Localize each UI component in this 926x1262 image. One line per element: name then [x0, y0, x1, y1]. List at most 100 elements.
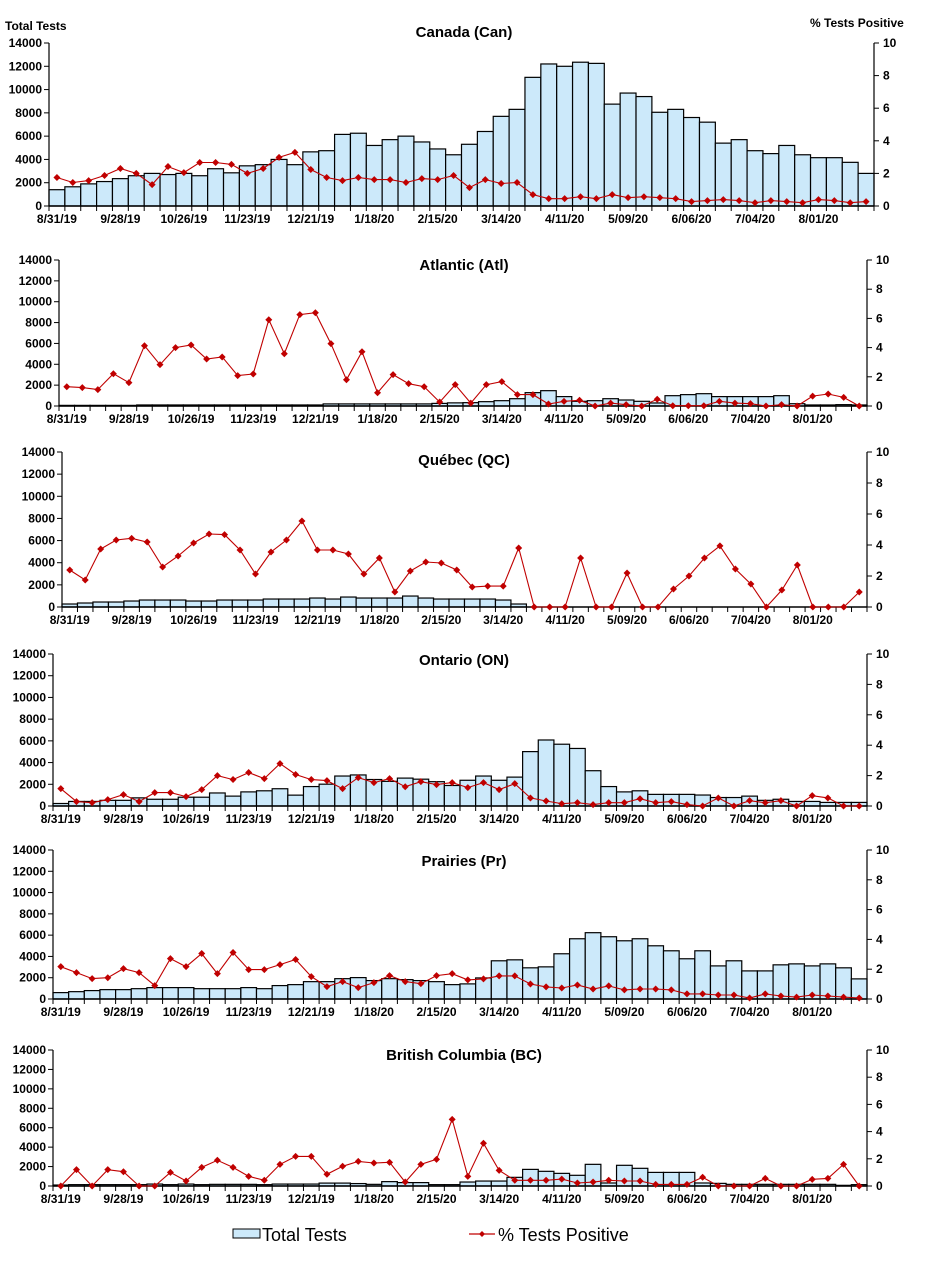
pct-positive-point: [808, 1175, 816, 1183]
y-left-tick-label: 8000: [19, 907, 46, 921]
y-left-tick-label: 10000: [13, 690, 47, 704]
legend-bar-label: Total Tests: [262, 1225, 347, 1245]
y-left-tick-label: 8000: [25, 316, 52, 330]
pct-positive-point: [229, 776, 237, 784]
pct-positive-point: [307, 1152, 315, 1160]
y-left-tick-label: 6000: [15, 129, 42, 143]
bar: [159, 173, 177, 207]
pct-positive-point: [156, 361, 164, 369]
x-tick-label: 2/15/20: [416, 1192, 456, 1206]
x-tick-label: 9/28/19: [103, 1005, 143, 1019]
bar: [568, 938, 586, 1000]
panel-5: British Columbia (BC) 0 2000 4000 6000 8000 10…: [13, 1043, 890, 1206]
bar: [600, 936, 618, 1000]
bar: [794, 154, 812, 207]
bar: [161, 987, 179, 1000]
bar: [302, 785, 320, 807]
pct-positive-point: [323, 983, 331, 991]
pct-positive-point: [824, 794, 832, 802]
x-tick-label: 11/23/19: [232, 613, 278, 627]
x-tick-label: 5/09/20: [604, 812, 644, 826]
right-axis-label: % Tests Positive: [810, 16, 904, 30]
pct-positive-point: [218, 353, 226, 361]
pct-positive-point: [342, 376, 350, 384]
pct-positive-point: [495, 786, 503, 794]
x-tick-label: 10/26/19: [160, 212, 207, 226]
pct-positive-point: [420, 383, 428, 391]
pct-positive-point: [221, 531, 229, 539]
pct-positive-point: [112, 536, 120, 544]
bar: [287, 794, 305, 807]
pct-positive-point: [448, 1115, 456, 1123]
y-right-tick-label: 2: [876, 569, 883, 583]
x-tick-label: 4/11/20: [542, 1192, 582, 1206]
pct-positive-point: [57, 1182, 65, 1190]
pct-positive-point: [252, 570, 260, 578]
bar: [83, 989, 101, 1000]
x-tick-label: 10/26/19: [168, 412, 215, 426]
x-tick-label: 11/23/19: [224, 212, 270, 226]
y-left-tick-label: 4000: [25, 357, 52, 371]
pct-positive-point: [151, 1182, 159, 1190]
pct-positive-point: [101, 172, 109, 180]
pct-positive-point: [479, 1139, 487, 1147]
pct-positive-point: [529, 391, 537, 399]
pct-positive-point: [793, 802, 801, 810]
pct-positive-point: [761, 1174, 769, 1182]
pct-positive-point: [652, 799, 660, 807]
y-left-tick-label: 4000: [28, 556, 55, 570]
pct-positive-point: [529, 191, 537, 199]
pct-positive-point: [276, 1160, 284, 1168]
pct-positive-point: [855, 1182, 863, 1190]
pct-positive-point: [484, 582, 492, 590]
pct-positive-point: [542, 1176, 550, 1184]
y-left-tick-label: 10000: [22, 489, 56, 503]
pct-positive-point: [667, 1180, 675, 1188]
bar: [255, 790, 273, 807]
pct-positive-point: [688, 198, 696, 206]
x-tick-label: 5/09/20: [606, 412, 646, 426]
bar: [154, 599, 171, 608]
x-tick-label: 4/11/20: [545, 613, 585, 627]
pct-positive-point: [453, 566, 461, 574]
pct-positive-point: [448, 779, 456, 787]
y-left-tick-label: 0: [39, 799, 46, 813]
bar: [381, 978, 398, 1000]
pct-positive-point: [479, 779, 487, 787]
pct-positive-point: [607, 399, 615, 407]
pct-positive-point: [433, 972, 441, 980]
pct-positive-point: [354, 774, 362, 782]
x-tick-label: 9/28/19: [109, 412, 149, 426]
bar: [111, 178, 129, 207]
pct-positive-point: [778, 401, 786, 409]
y-left-tick-label: 10000: [13, 1082, 47, 1096]
pct-positive-point: [88, 799, 96, 807]
y-left-tick-label: 14000: [19, 253, 53, 267]
pct-positive-point: [808, 792, 816, 800]
pct-positive-point: [88, 975, 96, 983]
x-tick-label: 8/01/20: [792, 1005, 832, 1019]
x-tick-label: 6/06/20: [668, 412, 708, 426]
pct-positive-point: [672, 195, 680, 203]
pct-positive-point: [370, 979, 378, 987]
pct-positive-point: [436, 398, 444, 406]
pct-positive-point: [683, 1180, 691, 1188]
bar: [340, 596, 357, 608]
pct-positive-point: [245, 769, 253, 777]
pct-positive-point: [526, 794, 534, 802]
pct-positive-point: [558, 984, 566, 992]
pct-positive-point: [227, 160, 235, 168]
x-tick-label: 2/15/20: [416, 812, 456, 826]
pct-positive-point: [592, 195, 600, 203]
bar: [584, 770, 602, 807]
bar: [146, 798, 164, 807]
pct-positive-point: [245, 1172, 253, 1180]
pct-positive-point: [683, 801, 691, 809]
y-left-tick-label: 14000: [13, 647, 47, 661]
pct-positive-point: [746, 1182, 754, 1190]
pct-positive-point: [703, 197, 711, 205]
y-right-tick-label: 6: [876, 903, 883, 917]
y-left-tick-label: 12000: [13, 669, 47, 683]
pct-positive-point: [140, 342, 148, 350]
pct-positive-point: [401, 978, 409, 986]
